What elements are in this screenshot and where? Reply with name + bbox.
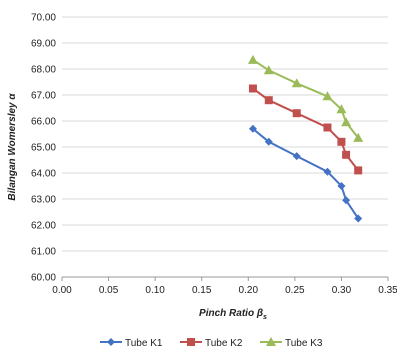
data-point [266, 337, 276, 346]
y-tick-label: 67.00 [31, 91, 56, 102]
y-axis-title: Bilangan Womersley α [7, 93, 18, 201]
data-point [107, 338, 115, 346]
y-tick-label: 64.00 [31, 169, 56, 180]
data-point [323, 123, 332, 132]
series-tube-k2 [248, 84, 363, 175]
data-point [322, 91, 333, 101]
x-axis-title-subscript: s [263, 314, 267, 321]
data-point [247, 54, 258, 64]
x-tick-label: 0.15 [192, 285, 212, 296]
x-axis-title-text: Pinch Ratio β [199, 308, 263, 319]
legend-item: Tube K1 [100, 338, 163, 349]
x-tick-label: 0.20 [239, 285, 259, 296]
y-tick-label: 70.00 [31, 13, 56, 24]
y-tick-label: 69.00 [31, 39, 56, 50]
legend-label: Tube K3 [285, 338, 323, 349]
data-point [353, 132, 364, 142]
series-layer [247, 54, 364, 223]
y-tick-label: 60.00 [31, 273, 56, 284]
legend-item: Tube K2 [180, 338, 243, 349]
y-tick-label: 62.00 [31, 221, 56, 232]
data-point [336, 104, 347, 114]
data-point [292, 109, 301, 118]
x-tick-label: 0.10 [145, 285, 165, 296]
data-point [291, 78, 302, 88]
data-point [354, 214, 363, 223]
y-tick-label: 65.00 [31, 143, 56, 154]
x-axis-title: Pinch Ratio βs [199, 308, 267, 321]
data-point [264, 96, 273, 105]
legend-item: Tube K3 [260, 337, 323, 349]
data-point [354, 166, 363, 175]
data-point [337, 137, 346, 146]
data-point [187, 338, 195, 346]
series-tube-k1 [248, 124, 363, 223]
x-tick-label: 0.05 [99, 285, 119, 296]
data-point [341, 117, 352, 127]
grid-layer [62, 16, 388, 252]
x-tick-label: 0.25 [285, 285, 305, 296]
x-tick-label: 0.00 [52, 285, 72, 296]
data-point [342, 150, 351, 159]
data-point [337, 182, 346, 190]
data-point [248, 84, 257, 93]
data-point [323, 167, 332, 176]
x-tick-label: 0.30 [332, 285, 352, 296]
series-tube-k3 [247, 54, 364, 142]
y-tick-label: 68.00 [31, 65, 56, 76]
legend-label: Tube K1 [125, 338, 163, 349]
y-tick-label: 61.00 [31, 247, 56, 258]
data-point [292, 152, 301, 161]
y-tick-label: 63.00 [31, 195, 56, 206]
legend-label: Tube K2 [205, 338, 243, 349]
axis-layer: 60.00 61.00 62.00 63.00 64.00 65.00 66.00 67.00… [7, 13, 397, 322]
x-tick-label: 0.35 [378, 285, 397, 296]
data-point [248, 124, 257, 133]
y-tick-label: 66.00 [31, 117, 56, 128]
data-point [264, 137, 273, 146]
legend: Tube K1 Tube K2 Tube K3 [100, 337, 323, 349]
data-point [263, 65, 274, 75]
data-point [342, 196, 351, 205]
